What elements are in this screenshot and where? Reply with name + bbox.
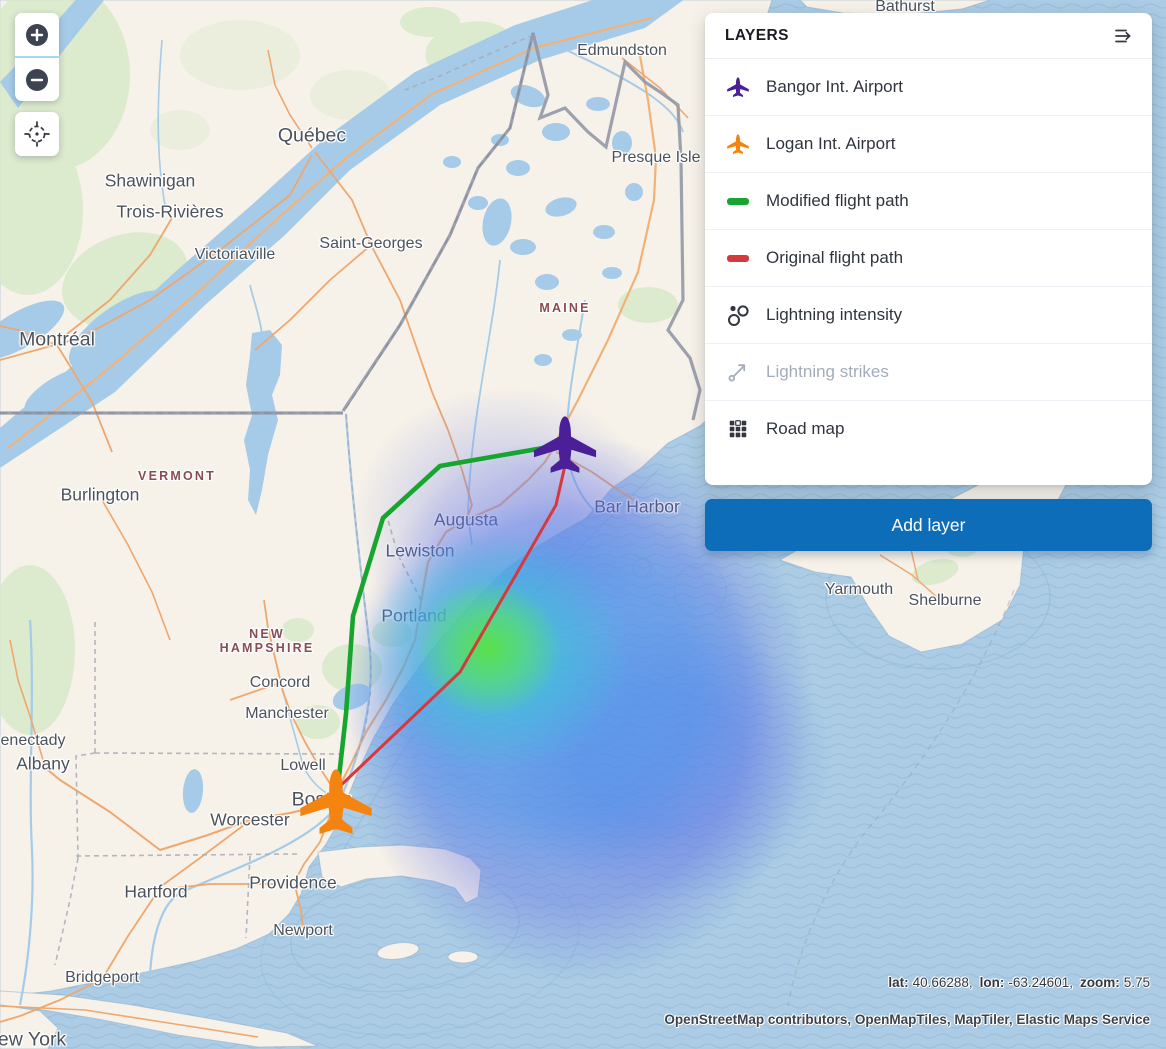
layer-item-lightning-intensity[interactable]: Lightning intensity (705, 286, 1152, 343)
layer-item-bangor-airport[interactable]: Bangor Int. Airport (705, 59, 1152, 115)
layer-label: Bangor Int. Airport (766, 77, 904, 96)
layer-label: Original flight path (766, 248, 904, 267)
crosshair-icon (24, 121, 50, 147)
layer-item-logan-airport[interactable]: Logan Int. Airport (705, 115, 1152, 172)
lat-label: lat: (888, 975, 909, 990)
map-attribution: OpenStreetMap contributors, OpenMapTiles… (664, 1012, 1150, 1027)
plane-icon (725, 75, 751, 99)
fit-to-data-button[interactable] (15, 112, 59, 156)
plane-icon (725, 132, 751, 156)
layer-label: Road map (766, 419, 845, 438)
lat-value: 40.66288, (912, 975, 973, 990)
zoom-out-button[interactable] (15, 58, 59, 101)
layer-label: Logan Int. Airport (766, 134, 896, 153)
zoom-controls (15, 13, 59, 101)
menu-right-icon (1115, 29, 1131, 43)
lon-label: lon: (979, 975, 1005, 990)
layer-item-road-map[interactable]: Road map (705, 400, 1152, 457)
layer-item-lightning-strikes[interactable]: Lightning strikes (705, 343, 1152, 400)
lon-value: -63.24601, (1008, 975, 1073, 990)
grid-icon (725, 418, 751, 440)
plus-icon (26, 23, 48, 46)
heatmap-icon (725, 303, 751, 327)
minus-icon (26, 68, 48, 91)
vector-line-icon (725, 360, 751, 384)
zoom-in-button[interactable] (15, 13, 59, 56)
layer-label: Lightning strikes (766, 362, 889, 381)
layer-item-modified-flight-path[interactable]: Modified flight path (705, 172, 1152, 229)
layer-item-original-flight-path[interactable]: Original flight path (705, 229, 1152, 286)
layers-panel-header: LAYERS (705, 13, 1152, 59)
layer-label: Modified flight path (766, 191, 909, 210)
layers-panel-title: LAYERS (725, 27, 789, 44)
zoom-label: zoom: (1079, 975, 1120, 990)
layer-label: Lightning intensity (766, 305, 903, 324)
coordinates-readout: lat: 40.66288, lon: -63.24601, zoom: 5.75 (888, 975, 1150, 990)
zoom-value: 5.75 (1123, 975, 1150, 990)
collapse-panel-button[interactable] (1114, 26, 1134, 46)
line-swatch-icon (725, 197, 751, 205)
layers-panel: LAYERS Bangor Int. Airport Logan Int. Ai… (705, 13, 1152, 485)
add-layer-button[interactable]: Add layer (705, 499, 1152, 551)
line-swatch-icon (725, 254, 751, 262)
